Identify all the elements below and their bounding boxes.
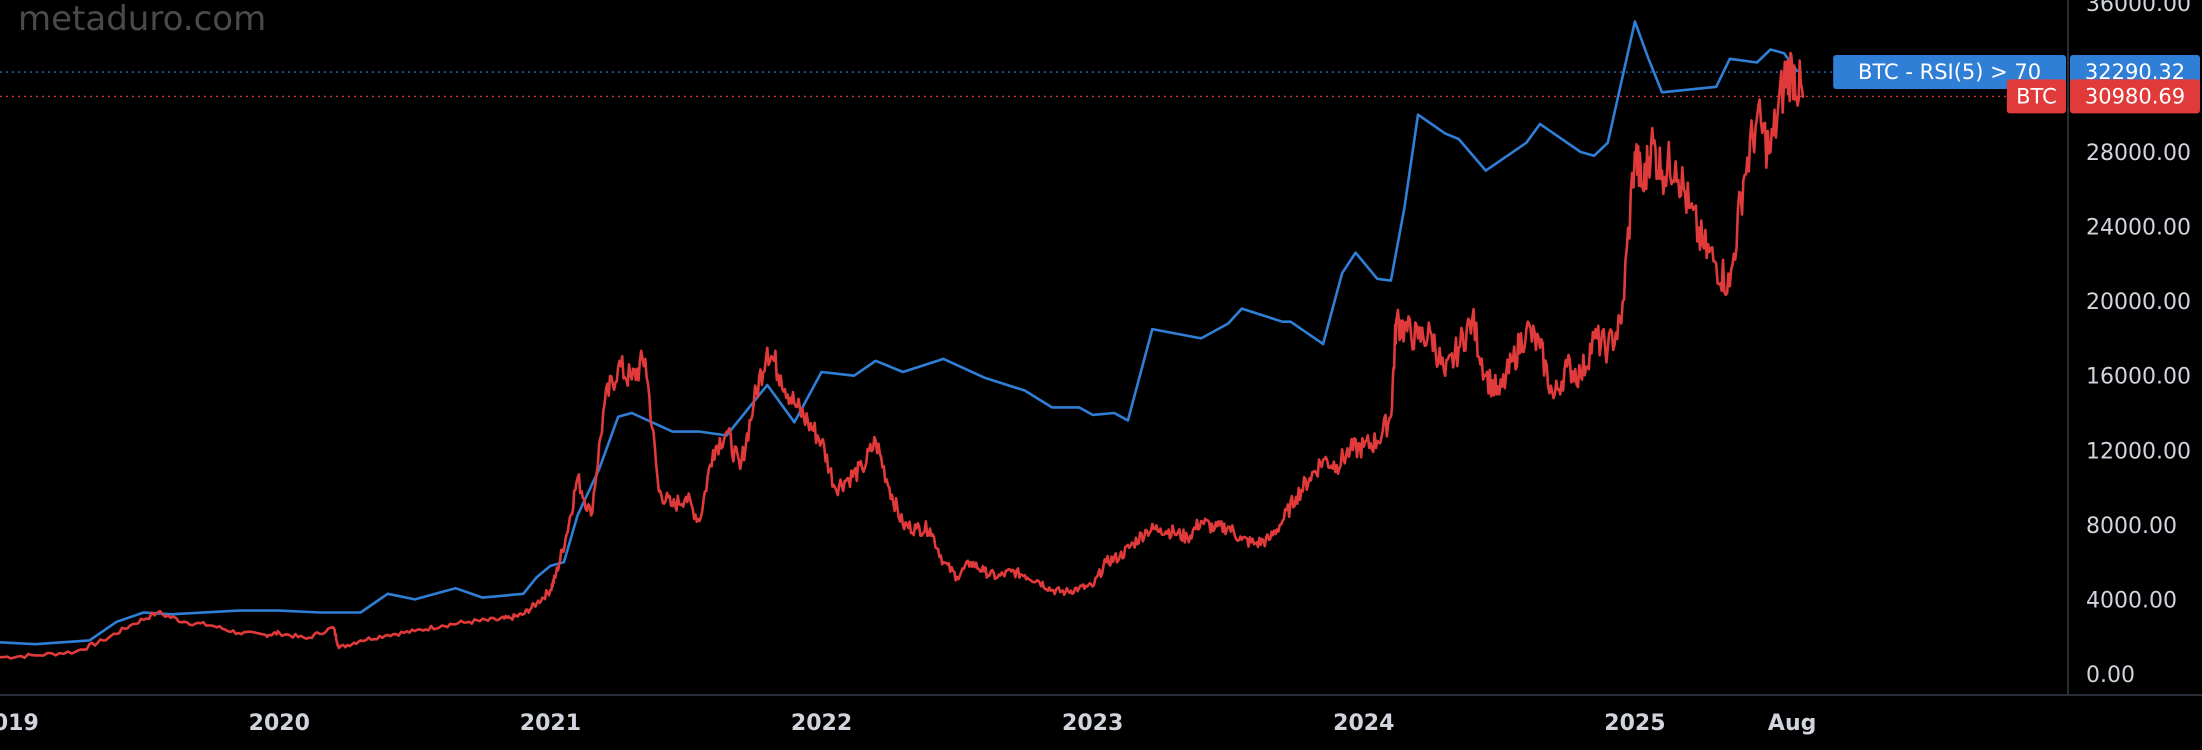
y-tick-label: 36000.00 [2086,0,2191,17]
x-tick-label: 2019 [0,711,39,736]
series-name-tag-bg [2006,79,2066,114]
series-value-tag-bg [2070,79,2200,114]
y-tick-label: 12000.00 [2086,439,2191,464]
strategy-series-line[interactable] [0,20,1799,646]
x-tick-label: 2025 [1604,711,1665,736]
x-tick-label: Aug [1768,711,1816,736]
x-tick-label: 2023 [1062,711,1123,736]
y-tick-label: 28000.00 [2086,141,2191,166]
series-name-tag-label: BTC [2016,84,2057,108]
y-tick-label: 24000.00 [2086,216,2191,241]
series-value-tag-label: 30980.69 [2085,84,2185,108]
y-tick-label: 20000.00 [2086,290,2191,315]
x-tick-label: 2021 [520,711,581,736]
y-tick-label: 16000.00 [2086,365,2191,390]
y-tick-label: 0.00 [2086,663,2135,688]
y-axis[interactable]: 0.00 4000.00 8000.00 12000.00 16000.00 20000.… [2086,0,2191,688]
series-layer [0,20,1805,660]
watermark: metaduro.com [18,0,266,39]
series-value-tag: 30980.69 [2070,79,2200,114]
x-tick-label: 2022 [791,711,852,736]
series-name-tag: BTC [2006,79,2066,114]
y-tick-label: 4000.00 [2086,588,2177,613]
x-axis[interactable]: 2019 2020 2021 2022 2023 2024 2025 Aug [0,711,1816,736]
y-tick-label: 8000.00 [2086,514,2177,539]
btc-series-line[interactable] [0,51,1805,660]
x-tick-label: 2024 [1333,711,1394,736]
x-tick-label: 2020 [249,711,310,736]
